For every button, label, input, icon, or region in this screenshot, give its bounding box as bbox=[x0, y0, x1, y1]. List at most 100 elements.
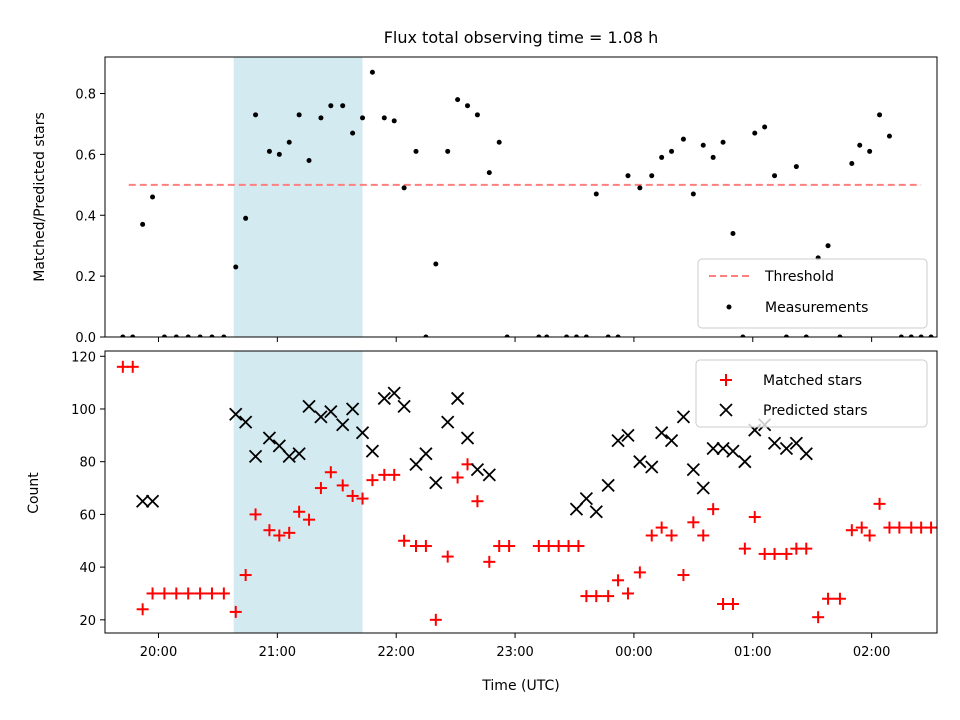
matched-stars-point bbox=[768, 547, 781, 560]
matched-stars-point bbox=[239, 569, 252, 582]
matched-stars-point bbox=[273, 529, 286, 542]
measurements-point bbox=[772, 173, 778, 179]
predicted-stars-point bbox=[460, 431, 475, 445]
predicted-stars-point bbox=[397, 399, 411, 413]
predicted-stars-point bbox=[441, 415, 455, 429]
measurements-point bbox=[908, 334, 914, 337]
measurements-point bbox=[296, 112, 302, 118]
predicted-stars-point bbox=[262, 431, 277, 445]
predicted-stars-point bbox=[601, 478, 615, 493]
predicted-stars-point bbox=[645, 460, 659, 474]
bottom-legend-box bbox=[695, 359, 928, 428]
measurements-point bbox=[350, 130, 356, 136]
predicted-stars-point bbox=[387, 386, 401, 400]
measurements-point bbox=[918, 334, 924, 337]
measurements-point bbox=[573, 334, 579, 337]
measurements-point bbox=[803, 334, 809, 337]
measurements-point bbox=[381, 115, 387, 121]
matched-stars-point bbox=[126, 360, 139, 373]
measurements-point bbox=[340, 103, 346, 109]
predicted-stars-point bbox=[239, 415, 253, 429]
measurements-point bbox=[710, 154, 716, 160]
matched-stars-point bbox=[366, 474, 379, 487]
top-plot-area bbox=[120, 69, 934, 337]
bottom-highlight-band bbox=[233, 351, 363, 633]
matched-stars-point bbox=[780, 547, 793, 560]
matched-stars-point bbox=[283, 526, 296, 539]
threshold-legend-label: Threshold bbox=[764, 269, 834, 285]
predicted-stars-point bbox=[767, 436, 782, 450]
matched-stars-point bbox=[748, 511, 761, 524]
predicted-stars-point bbox=[145, 494, 160, 508]
x-tick-label: 01:00 bbox=[734, 645, 771, 660]
predicted-stars-point bbox=[569, 502, 584, 516]
predicted-stars-point bbox=[324, 404, 338, 419]
predicted-stars-point bbox=[377, 391, 391, 406]
matched-stars-point bbox=[314, 482, 327, 495]
matched-stars-point bbox=[503, 540, 516, 553]
predicted-stars-point bbox=[799, 447, 813, 461]
top-y-tick-label: 0.4 bbox=[75, 209, 96, 224]
measurements-point bbox=[690, 191, 696, 197]
matched-stars-point bbox=[621, 587, 634, 600]
top-y-tick-label: 0.8 bbox=[75, 88, 96, 103]
matched-stars-point bbox=[249, 508, 262, 521]
matched-stars-point bbox=[855, 521, 868, 534]
bottom-panel: 20 40 60 80 100 120 20:00 21:00 22:00 23:00 00:00 0… bbox=[71, 350, 938, 660]
measurements-point bbox=[173, 334, 179, 337]
measurements-point bbox=[401, 185, 407, 191]
matched-stars-point bbox=[346, 489, 359, 502]
matched-stars-point bbox=[170, 587, 183, 600]
bottom-legend: Matched stars Predicted stars bbox=[695, 359, 928, 428]
matched-stars-point bbox=[451, 471, 464, 484]
measurements-point bbox=[486, 170, 492, 176]
matched-stars-point bbox=[356, 492, 369, 505]
predicted-stars-point bbox=[314, 410, 328, 424]
measurements-point bbox=[720, 139, 726, 145]
matched-stars-point bbox=[303, 513, 316, 526]
matched-stars-point bbox=[833, 592, 846, 605]
measurements-point bbox=[857, 142, 863, 148]
predicted-stars-point bbox=[779, 441, 794, 456]
bottom-y-tick-label: 80 bbox=[79, 456, 96, 471]
measurements-point bbox=[867, 148, 873, 154]
matched-stars-point bbox=[893, 521, 906, 534]
measurements-point bbox=[669, 148, 675, 154]
measurements-point bbox=[898, 334, 904, 337]
predicted-stars-point bbox=[365, 444, 380, 458]
measurements-point bbox=[536, 334, 542, 337]
measurements-point bbox=[233, 264, 239, 270]
matched-stars-point bbox=[812, 611, 825, 624]
matched-stars-point bbox=[158, 587, 171, 600]
measurements-point bbox=[276, 151, 282, 157]
predicted-stars-point bbox=[664, 433, 679, 448]
x-tick-label: 21:00 bbox=[259, 645, 296, 660]
matched-stars-point bbox=[217, 587, 230, 600]
measurements-point bbox=[680, 136, 686, 142]
measurements-point bbox=[740, 334, 746, 337]
matched-stars-point bbox=[707, 503, 720, 516]
x-tick-label: 20:00 bbox=[140, 645, 177, 660]
measurements-legend-label: Measurements bbox=[765, 300, 868, 316]
bottom-y-tick-label: 60 bbox=[79, 508, 96, 523]
measurements-point bbox=[455, 97, 461, 103]
predicted-stars-point bbox=[336, 418, 350, 432]
predicted-stars-point bbox=[302, 399, 316, 413]
predicted-stars-point bbox=[345, 402, 360, 416]
measurements-point bbox=[504, 334, 510, 337]
matched-stars-point bbox=[419, 540, 432, 553]
matched-stars-point bbox=[665, 529, 678, 542]
top-highlight-band bbox=[233, 57, 363, 337]
predicted-stars-point bbox=[450, 391, 465, 406]
measurements-point bbox=[928, 334, 934, 337]
measurements-point bbox=[837, 334, 843, 337]
matched-stars-point bbox=[697, 529, 710, 542]
measurements-point bbox=[544, 334, 550, 337]
measurements-point bbox=[752, 130, 758, 136]
predicted-stars-point bbox=[409, 457, 423, 471]
measurements-point bbox=[564, 334, 570, 337]
predicted-stars-legend-swatch bbox=[719, 403, 733, 417]
predicted-stars-point bbox=[282, 449, 296, 464]
bottom-y-axis-label: Count bbox=[26, 472, 42, 514]
